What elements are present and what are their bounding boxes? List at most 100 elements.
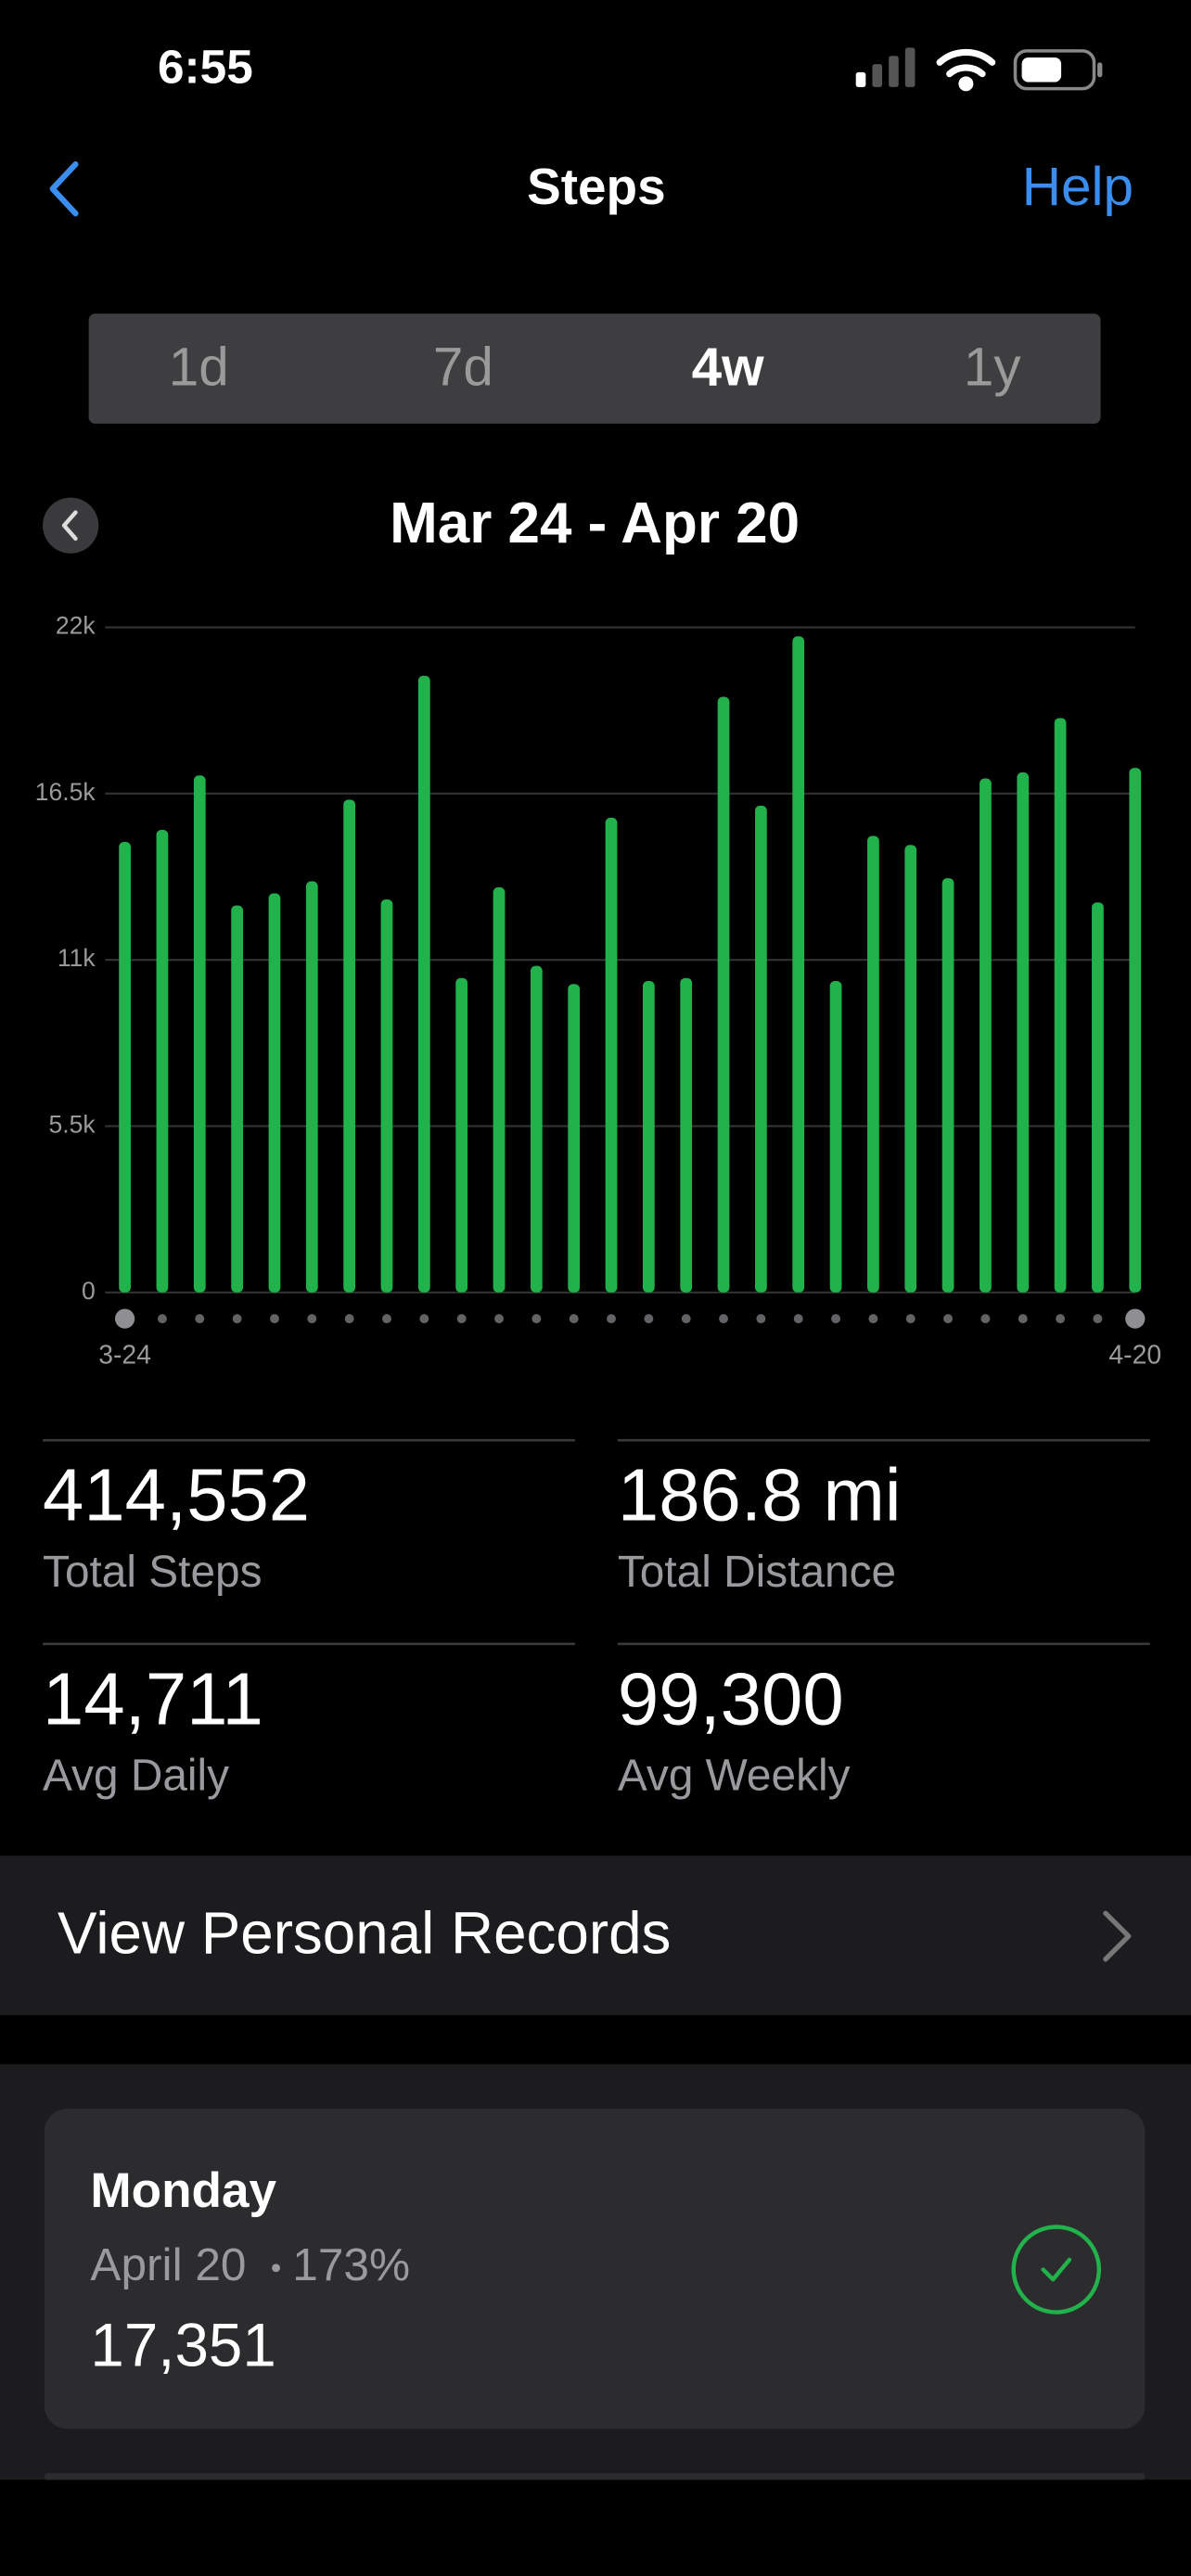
day-dot bbox=[195, 1314, 205, 1324]
day-card[interactable] bbox=[44, 2108, 1146, 2429]
bar bbox=[680, 977, 693, 1293]
day-dot bbox=[232, 1314, 242, 1324]
battery-icon bbox=[1013, 49, 1103, 91]
bar bbox=[904, 845, 917, 1293]
bar bbox=[193, 775, 206, 1293]
wifi-icon bbox=[936, 48, 996, 92]
back-button[interactable] bbox=[49, 161, 79, 217]
day-dot bbox=[868, 1314, 878, 1324]
day-dot bbox=[344, 1314, 354, 1324]
bar bbox=[755, 805, 767, 1293]
bar bbox=[605, 817, 618, 1293]
tab[interactable]: 1y bbox=[964, 338, 1022, 398]
bar bbox=[493, 886, 506, 1293]
signal-icon bbox=[855, 47, 916, 87]
previous-range-button[interactable] bbox=[43, 497, 99, 554]
y-tick-label: 11k bbox=[58, 944, 96, 972]
x-tick-label: 3-24 bbox=[98, 1340, 151, 1370]
day-date: April 20 bbox=[90, 2238, 246, 2290]
day-dot bbox=[307, 1314, 317, 1324]
bar bbox=[568, 984, 581, 1293]
day-percent: 173% bbox=[292, 2238, 410, 2290]
battery-outline bbox=[1013, 49, 1096, 91]
bar bbox=[1129, 768, 1142, 1293]
bar bbox=[1017, 772, 1030, 1293]
day-dot bbox=[943, 1314, 954, 1324]
previous-chevron bbox=[61, 510, 78, 542]
day-dot bbox=[719, 1314, 728, 1324]
day-dot bbox=[419, 1314, 429, 1324]
goal-check bbox=[1011, 2225, 1102, 2315]
day-dot bbox=[382, 1314, 391, 1324]
x-tick-label: 4-20 bbox=[1108, 1340, 1161, 1370]
day-dot bbox=[831, 1314, 841, 1324]
day-dot bbox=[456, 1314, 467, 1324]
tab[interactable]: 7d bbox=[433, 338, 493, 398]
y-tick-label: 22k bbox=[56, 612, 96, 640]
battery-level bbox=[1021, 57, 1062, 83]
records-chevron bbox=[1103, 1910, 1132, 1962]
bar bbox=[1054, 718, 1067, 1293]
tab[interactable]: 4w bbox=[692, 338, 765, 398]
day-dot bbox=[1018, 1314, 1028, 1324]
bar bbox=[867, 835, 879, 1293]
range-title: Mar 24 - Apr 20 bbox=[390, 491, 800, 555]
stat-label: Avg Daily bbox=[43, 1752, 229, 1801]
stat-value: 414,552 bbox=[43, 1454, 310, 1537]
y-tick-label: 0 bbox=[82, 1277, 96, 1305]
day-dot bbox=[494, 1314, 504, 1324]
wifi-dot bbox=[958, 76, 974, 92]
bar bbox=[980, 778, 992, 1293]
day-dot bbox=[114, 1308, 135, 1329]
y-tick-label: 5.5k bbox=[49, 1110, 96, 1138]
stat-value: 14,711 bbox=[43, 1657, 263, 1740]
bar bbox=[156, 829, 169, 1293]
bar bbox=[305, 881, 318, 1293]
help-button[interactable]: Help bbox=[1022, 157, 1133, 217]
stat-value: 186.8 mi bbox=[618, 1454, 902, 1537]
day-name: Monday bbox=[90, 2163, 276, 2218]
day-steps: 17,351 bbox=[90, 2312, 275, 2379]
day-dot bbox=[644, 1314, 654, 1324]
records-row[interactable] bbox=[0, 1855, 1191, 2016]
bar bbox=[119, 842, 131, 1293]
stat-label: Avg Weekly bbox=[618, 1752, 851, 1801]
clock: 6:55 bbox=[158, 41, 253, 94]
wifi-arc bbox=[946, 64, 986, 78]
records-link[interactable]: View Personal Records bbox=[58, 1900, 671, 1967]
signal-bar bbox=[855, 71, 866, 87]
wifi-arc bbox=[936, 48, 996, 66]
segmented-control bbox=[88, 313, 1101, 424]
day-dot bbox=[569, 1314, 579, 1324]
bar bbox=[642, 980, 655, 1293]
bar bbox=[455, 977, 468, 1293]
day-dot bbox=[793, 1314, 803, 1324]
check-mark bbox=[1041, 2257, 1072, 2282]
bar bbox=[530, 965, 543, 1293]
bar bbox=[417, 675, 430, 1293]
signal-bar bbox=[904, 47, 916, 87]
day-dot bbox=[157, 1314, 167, 1324]
day-dot bbox=[905, 1314, 916, 1324]
bar bbox=[380, 899, 393, 1293]
signal-bar bbox=[889, 56, 899, 87]
day-dot bbox=[270, 1314, 279, 1324]
day-dot bbox=[756, 1314, 766, 1324]
day-dot bbox=[1056, 1314, 1066, 1324]
next-card-edge bbox=[44, 2473, 1146, 2480]
day-dot bbox=[681, 1314, 691, 1324]
bar bbox=[231, 905, 244, 1293]
battery-tip bbox=[1097, 62, 1103, 78]
tab[interactable]: 1d bbox=[169, 338, 229, 398]
separator-dot bbox=[272, 2264, 280, 2273]
bar bbox=[268, 893, 281, 1293]
stat-value: 99,300 bbox=[618, 1657, 844, 1740]
day-dot bbox=[1093, 1314, 1103, 1324]
day-dot bbox=[980, 1314, 991, 1324]
day-dot bbox=[531, 1314, 542, 1324]
bar bbox=[343, 799, 356, 1293]
bar bbox=[829, 980, 842, 1293]
bar bbox=[941, 878, 954, 1293]
